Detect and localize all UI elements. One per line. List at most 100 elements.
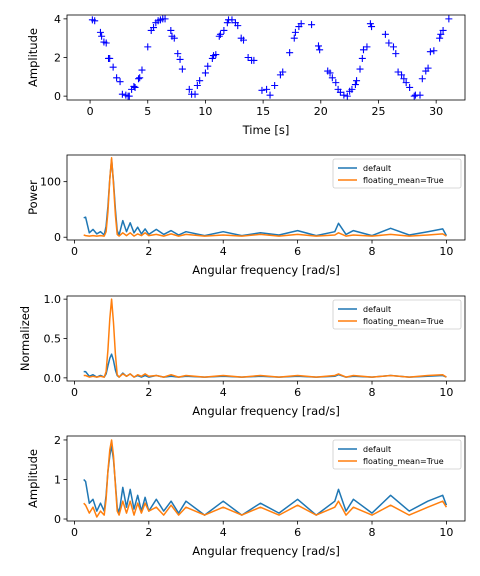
y-axis-label: Amplitude: [26, 449, 40, 508]
y-axis-label: Power: [26, 180, 40, 215]
data-point: [314, 42, 322, 50]
data-point: [402, 79, 410, 87]
data-point: [406, 83, 414, 91]
data-point: [144, 43, 152, 51]
data-point: [356, 65, 364, 73]
x-tick-label: 4: [220, 386, 227, 399]
data-point: [250, 56, 258, 64]
x-tick-label: 2: [145, 386, 152, 399]
data-point: [109, 63, 117, 71]
legend-label: default: [363, 164, 391, 173]
data-point: [266, 91, 274, 99]
x-tick-label: 8: [369, 526, 376, 539]
legend-box: [332, 439, 462, 470]
data-point: [279, 68, 287, 76]
x-tick-label: 30: [429, 105, 443, 118]
series-line-floating-mean: [83, 157, 447, 237]
series-line-floating-mean: [83, 439, 448, 518]
chart-normalized: 0 2 4 6 8 10 0.0 0.5 1.0 Angular frequency [rad/s…: [18, 293, 466, 418]
data-point: [437, 30, 445, 38]
data-point: [135, 75, 143, 83]
y-tick-label: 1: [54, 473, 61, 486]
data-point: [178, 65, 186, 73]
data-point: [91, 17, 99, 25]
data-point: [286, 49, 294, 57]
x-tick-label: 6: [294, 386, 301, 399]
x-tick-label: 15: [256, 105, 270, 118]
y-tick-label: 2: [54, 434, 61, 447]
data-point: [216, 30, 224, 38]
y-tick-label: 100: [40, 176, 61, 189]
data-point: [136, 74, 144, 82]
x-tick-label: 0: [71, 386, 78, 399]
chart-amplitude: 0 2 4 6 8 10 0 1 2 Angular frequency [rad/s] Ampli…: [26, 434, 466, 558]
y-tick-label: 0: [54, 231, 61, 244]
data-point: [176, 55, 184, 63]
data-point: [424, 64, 432, 72]
y-tick-label: 0: [54, 513, 61, 526]
data-point: [106, 54, 114, 62]
x-axis-label: Angular frequency [rad/s]: [192, 263, 340, 277]
data-point: [368, 23, 376, 31]
data-point: [394, 68, 402, 76]
data-point: [196, 77, 204, 85]
data-point: [400, 75, 408, 83]
legend: default floating_mean=True: [332, 439, 462, 470]
data-point: [125, 92, 133, 100]
data-point: [430, 47, 438, 55]
data-point: [161, 15, 169, 23]
data-point: [351, 81, 359, 89]
data-point: [130, 82, 138, 90]
data-point: [343, 92, 351, 100]
data-point: [366, 20, 374, 28]
legend-label: floating_mean=True: [363, 457, 444, 466]
data-point: [234, 22, 242, 30]
x-tick-label: 10: [198, 105, 212, 118]
y-tick-label: 1.0: [44, 293, 62, 306]
x-tick-label: 10: [439, 245, 453, 258]
data-point: [297, 20, 305, 28]
data-point: [240, 36, 248, 44]
x-tick-label: 25: [371, 105, 385, 118]
x-tick-label: 2: [145, 526, 152, 539]
data-point: [185, 85, 193, 93]
series-line-floating-mean: [83, 298, 447, 378]
x-tick-label: 4: [220, 526, 227, 539]
legend: default floating_mean=True: [332, 299, 462, 330]
data-point: [258, 86, 266, 94]
data-point: [416, 91, 424, 99]
data-point: [328, 74, 336, 82]
data-point: [118, 90, 126, 98]
legend-box: [332, 299, 462, 330]
series-line-default: [83, 353, 447, 378]
data-point: [340, 91, 348, 99]
data-point: [326, 69, 334, 77]
data-point: [271, 82, 279, 90]
legend-label: default: [363, 305, 391, 314]
y-axis-label: Amplitude: [26, 28, 40, 87]
x-tick-label: 0: [71, 526, 78, 539]
y-tick-label: 4: [54, 13, 61, 26]
x-tick-label: 10: [439, 526, 453, 539]
y-axis-label: Normalized: [18, 306, 32, 371]
data-point: [363, 43, 371, 51]
data-point: [385, 39, 393, 47]
data-point: [439, 26, 447, 34]
data-point: [359, 46, 367, 54]
data-point: [398, 71, 406, 79]
data-point: [348, 85, 356, 93]
data-point: [426, 48, 434, 56]
data-point: [102, 39, 110, 47]
data-point: [204, 62, 212, 70]
data-point: [167, 26, 175, 34]
data-point: [96, 28, 104, 36]
data-point: [131, 83, 139, 91]
x-tick-label: 6: [294, 245, 301, 258]
data-point: [358, 54, 366, 62]
data-point: [381, 30, 389, 38]
x-axis-label: Angular frequency [rad/s]: [192, 544, 340, 558]
data-point: [228, 16, 236, 24]
data-point: [220, 26, 228, 34]
